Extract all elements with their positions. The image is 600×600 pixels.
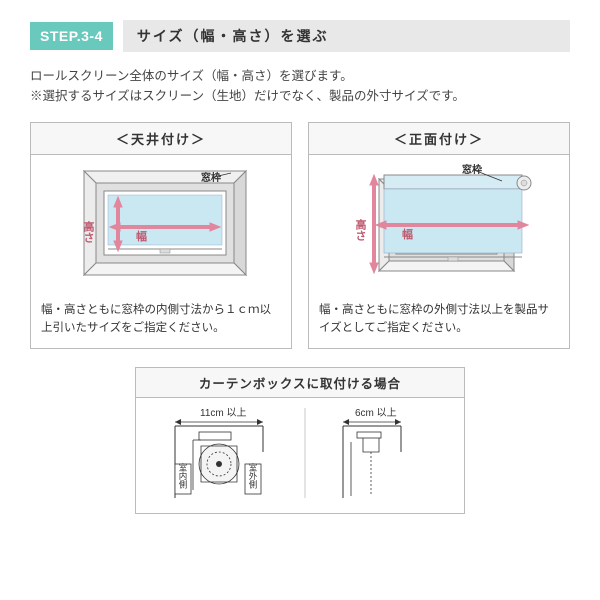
label-width: 幅 bbox=[136, 229, 147, 243]
panel-ceiling-body: 窓枠 高さ 幅 幅・高さともに窓枠の内側寸法から１ｃｍ以上引いたサイズをご指定く… bbox=[31, 155, 291, 348]
mounting-panels: ＜天井付け＞ bbox=[30, 122, 570, 349]
panel-front-note: 幅・高さともに窓枠の外側寸法以上を製品サイズとしてご指定ください。 bbox=[319, 302, 559, 338]
dim-11cm: 11cm 以上 bbox=[200, 407, 247, 419]
label-outside: 室外側 bbox=[248, 462, 258, 488]
front-mount-diagram: 窓枠 高さ 幅 bbox=[319, 163, 559, 293]
desc-line-2: ※選択するサイズはスクリーン（生地）だけでなく、製品の外寸サイズです。 bbox=[30, 86, 570, 106]
label-inside: 室内側 bbox=[178, 462, 188, 488]
panel-front-body: 窓枠 高さ 幅 幅・高さともに窓枠の外側寸法以上を製品サイズとしてご指定ください… bbox=[309, 155, 569, 348]
curtain-box-title: カーテンボックスに取付ける場合 bbox=[136, 368, 464, 398]
dim-6cm: 6cm 以上 bbox=[355, 407, 397, 419]
label-height: 高さ bbox=[354, 218, 367, 242]
label-height: 高さ bbox=[82, 220, 95, 244]
label-frame: 窓枠 bbox=[201, 171, 221, 184]
step-header: STEP.3-4 サイズ（幅・高さ）を選ぶ bbox=[30, 20, 570, 52]
description: ロールスクリーン全体のサイズ（幅・高さ）を選びます。 ※選択するサイズはスクリー… bbox=[30, 66, 570, 106]
curtain-box-body: 11cm 以上 室内側 室外側 6cm 以上 bbox=[136, 398, 464, 513]
curtain-box-diagram: 11cm 以上 室内側 室外側 6cm 以上 bbox=[144, 402, 456, 502]
step-badge: STEP.3-4 bbox=[30, 22, 113, 50]
panel-ceiling-note: 幅・高さともに窓枠の内側寸法から１ｃｍ以上引いたサイズをご指定ください。 bbox=[41, 302, 281, 338]
desc-line-1: ロールスクリーン全体のサイズ（幅・高さ）を選びます。 bbox=[30, 66, 570, 86]
ceiling-mount-diagram: 窓枠 高さ 幅 bbox=[41, 163, 281, 293]
panel-ceiling-mount: ＜天井付け＞ bbox=[30, 122, 292, 349]
step-title: サイズ（幅・高さ）を選ぶ bbox=[123, 20, 570, 52]
label-width: 幅 bbox=[402, 227, 413, 241]
label-frame: 窓枠 bbox=[462, 163, 482, 176]
curtain-box-panel: カーテンボックスに取付ける場合 11cm 以上 室内側 室外側 bbox=[135, 367, 465, 514]
panel-front-title: ＜正面付け＞ bbox=[309, 123, 569, 155]
panel-front-mount: ＜正面付け＞ bbox=[308, 122, 570, 349]
panel-ceiling-title: ＜天井付け＞ bbox=[31, 123, 291, 155]
